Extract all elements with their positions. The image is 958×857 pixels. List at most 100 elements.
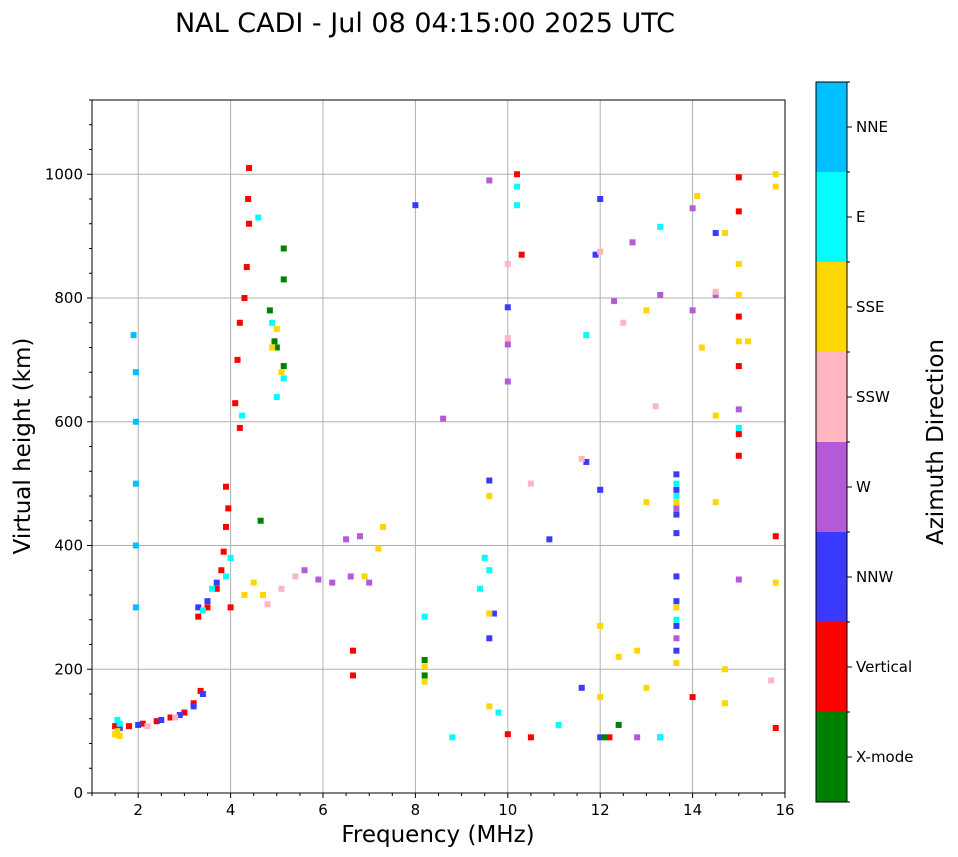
echo-point-w [504,341,511,348]
echo-point-sse [712,412,719,419]
echo-point-sse [241,592,248,598]
echo-point-w [347,573,354,580]
echo-point-vertical [735,313,742,320]
echo-point-vertical [689,694,696,701]
echo-point-vertical [153,718,160,725]
echo-point-sse [278,369,285,376]
echo-point-w [440,415,447,422]
colorbar-label-ssw: SSW [856,388,890,406]
echo-point-e [449,734,456,741]
echo-point-w [657,291,664,298]
x-tick-label: 12 [591,801,610,819]
x-tick-label: 4 [226,801,236,819]
azimuth-colorbar: X-mode Vertical NNW W SSW SSE E NNE [815,81,913,803]
echo-point-sse [597,694,604,701]
echo-point-vertical [139,720,146,727]
echo-point-nnw [176,712,183,719]
echo-point-e [486,567,493,574]
echo-point-vertical [112,723,119,730]
echo-point-sse [721,700,728,707]
echo-point-e [514,202,521,209]
echo-point-e [273,394,280,400]
x-tick-label: 8 [411,801,421,819]
echo-point-w [735,576,742,583]
echo-point-nnw [583,458,590,465]
echo-point-nne [132,542,139,549]
echo-point-vertical [225,505,232,512]
echo-point-nnw [195,604,202,611]
echo-point-vertical [735,208,742,215]
echo-point-sse [772,579,779,586]
echo-point-vertical [190,700,197,707]
echo-point-sse [361,573,368,580]
echo-point-nnw [213,579,220,586]
echo-point-nne [132,604,139,611]
echo-point-nnw [673,511,680,518]
echo-point-ssw [264,601,271,608]
echo-point-sse [421,678,428,685]
echo-point-e [477,585,484,592]
echo-point-vertical [735,363,742,370]
echo-point-nnw [204,598,211,605]
echo-point-vertical [504,731,511,738]
echo-point-vertical [772,533,779,540]
echo-point-nne [132,418,139,425]
colorbar-swatch-w [816,442,847,532]
echo-point-sse [643,307,650,314]
echo-point-e [657,223,664,230]
echo-point-sse [673,604,680,611]
echo-point-nnw [158,716,165,723]
echo-point-e [114,716,121,723]
echo-point-vertical [241,295,248,301]
echo-point-w [689,205,696,212]
echo-point-nnw [592,251,599,258]
grid-lines [92,100,786,794]
echo-point-nnw [578,684,585,691]
echo-point-ssw [278,585,285,592]
colorbar-label-sse: SSE [856,298,885,316]
echo-point-sse [380,523,387,530]
colorbar-label-nne: NNE [856,118,888,136]
echo-point-e [227,554,234,561]
echo-point-vertical [197,687,204,694]
plot-frame [91,99,786,794]
colorbar-swatch-vertical [816,622,847,712]
colorbar-label: Azimuth Direction [923,339,949,545]
echo-point-sse [745,338,752,345]
echo-point-w [634,734,641,741]
colorbar-label-vertical: Vertical [856,658,912,676]
echo-point-w [712,291,719,298]
echo-point-vertical [204,604,211,611]
echo-point-sse [735,291,742,298]
x-tick-label: 16 [775,801,794,819]
echo-point-x-mode [257,517,264,524]
echo-point-sse [721,230,728,237]
colorbar-swatch-nnw [816,532,847,622]
echo-point-sse [634,647,641,654]
echo-point-ssw [504,260,511,267]
echo-point-sse [643,499,650,506]
echo-point-vertical [606,734,613,741]
echo-point-vertical [167,714,174,721]
echo-point-w [673,635,680,642]
echo-point-x-mode [280,245,287,252]
echo-point-e [514,183,521,190]
echo-point-vertical [735,452,742,459]
echo-point-vertical [518,251,525,258]
echo-point-vertical [222,523,229,530]
y-tick-label: 800 [54,289,83,307]
echo-point-e [239,412,246,419]
echo-point-vertical [227,604,234,611]
echo-point-ssw [578,455,585,462]
echo-point-sse [116,733,123,740]
echo-point-x-mode [615,721,622,728]
echo-point-w [735,406,742,413]
echo-point-nnw [116,725,123,732]
echo-point-sse [712,499,719,506]
echo-point-nne [130,332,137,339]
echo-point-nnw [673,647,680,654]
echo-point-nnw [190,703,197,710]
echo-point-e [421,613,428,620]
echo-point-nnw [486,477,493,484]
